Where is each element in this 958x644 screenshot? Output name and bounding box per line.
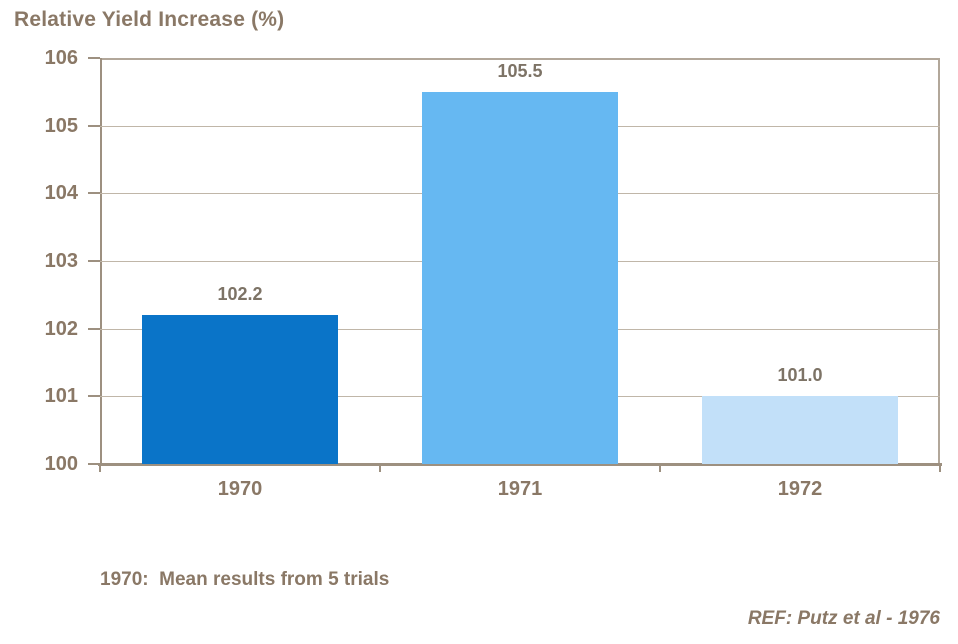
bar-value-label: 105.5 bbox=[497, 60, 543, 81]
y-axis-tick bbox=[88, 192, 100, 195]
y-axis-label: 102 bbox=[44, 317, 78, 340]
y-axis-label: 101 bbox=[44, 385, 78, 408]
y-axis-tick bbox=[88, 463, 100, 465]
x-axis-tick bbox=[659, 465, 661, 472]
y-axis-tick bbox=[88, 327, 100, 330]
y-axis-tick bbox=[88, 395, 100, 398]
annotations-block: 1970: Mean results from 5 trials 1971: M… bbox=[100, 512, 642, 644]
y-axis-label: 104 bbox=[44, 182, 78, 205]
x-axis-line bbox=[98, 463, 942, 466]
x-axis-tick bbox=[939, 465, 941, 472]
bar-1970 bbox=[142, 315, 338, 464]
chart-title: Relative Yield Increase (%) bbox=[14, 8, 285, 31]
annotation-line: 1970: Mean results from 5 trials bbox=[100, 569, 390, 590]
y-axis-tick bbox=[88, 57, 100, 59]
y-axis-tick bbox=[88, 260, 100, 262]
y-axis-label: 103 bbox=[44, 250, 78, 272]
y-axis-label: 106 bbox=[44, 47, 78, 69]
plot-area: 102.2 105.5 101.0 bbox=[98, 58, 942, 466]
x-axis-tick bbox=[379, 465, 381, 472]
y-axis-label: 100 bbox=[44, 453, 78, 475]
x-axis-label: 1971 bbox=[497, 478, 543, 500]
y-axis-label: 105 bbox=[44, 114, 78, 137]
bar-value-label: 102.2 bbox=[217, 284, 263, 305]
reference-note: REF: Putz et al - 1976 bbox=[747, 608, 940, 629]
bar-value-label: 101.0 bbox=[777, 365, 823, 386]
y-axis-tick bbox=[88, 124, 100, 127]
plot-border-top bbox=[100, 58, 940, 60]
x-axis-label: 1972 bbox=[777, 478, 823, 500]
x-axis-tick bbox=[99, 465, 101, 472]
x-axis-label: 1970 bbox=[217, 478, 263, 500]
bar-1972 bbox=[702, 396, 898, 464]
bar-1971 bbox=[422, 91, 618, 464]
